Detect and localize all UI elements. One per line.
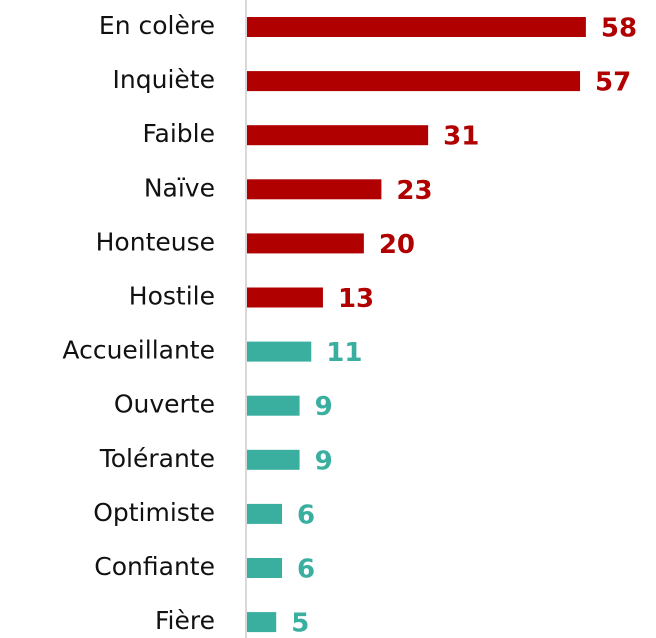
bar — [247, 125, 429, 146]
category-label: Naïve — [144, 173, 215, 202]
value-label: 23 — [396, 176, 432, 206]
value-label: 9 — [315, 392, 333, 422]
category-label: Fière — [155, 606, 215, 635]
value-label: 11 — [326, 338, 362, 368]
bar — [247, 71, 581, 92]
bar — [247, 233, 364, 254]
value-label: 6 — [297, 555, 315, 585]
value-label: 9 — [315, 446, 333, 476]
category-label: Ouverte — [114, 390, 215, 419]
category-label: Inquiète — [113, 65, 215, 94]
value-label: 20 — [379, 230, 415, 260]
category-label: Accueillante — [62, 336, 215, 365]
bar — [247, 558, 283, 578]
category-label: Optimiste — [93, 498, 215, 527]
bar — [247, 612, 277, 633]
category-label: Honteuse — [96, 227, 215, 256]
category-label: Confiante — [94, 552, 215, 581]
value-label: 13 — [338, 284, 374, 314]
value-label: 57 — [595, 68, 631, 98]
bar — [247, 287, 323, 308]
bar — [247, 179, 382, 200]
value-label: 6 — [297, 500, 315, 530]
category-label: Tolérante — [99, 444, 215, 473]
bar — [247, 395, 300, 416]
category-label: En colère — [99, 11, 215, 40]
value-label: 31 — [443, 122, 479, 152]
bar — [247, 503, 283, 524]
bar — [247, 17, 586, 37]
category-label: Hostile — [129, 282, 215, 311]
bar — [247, 341, 312, 362]
value-label: 58 — [601, 14, 637, 44]
value-label: 5 — [291, 609, 309, 638]
category-label: Faible — [142, 119, 215, 148]
bar — [247, 449, 300, 470]
